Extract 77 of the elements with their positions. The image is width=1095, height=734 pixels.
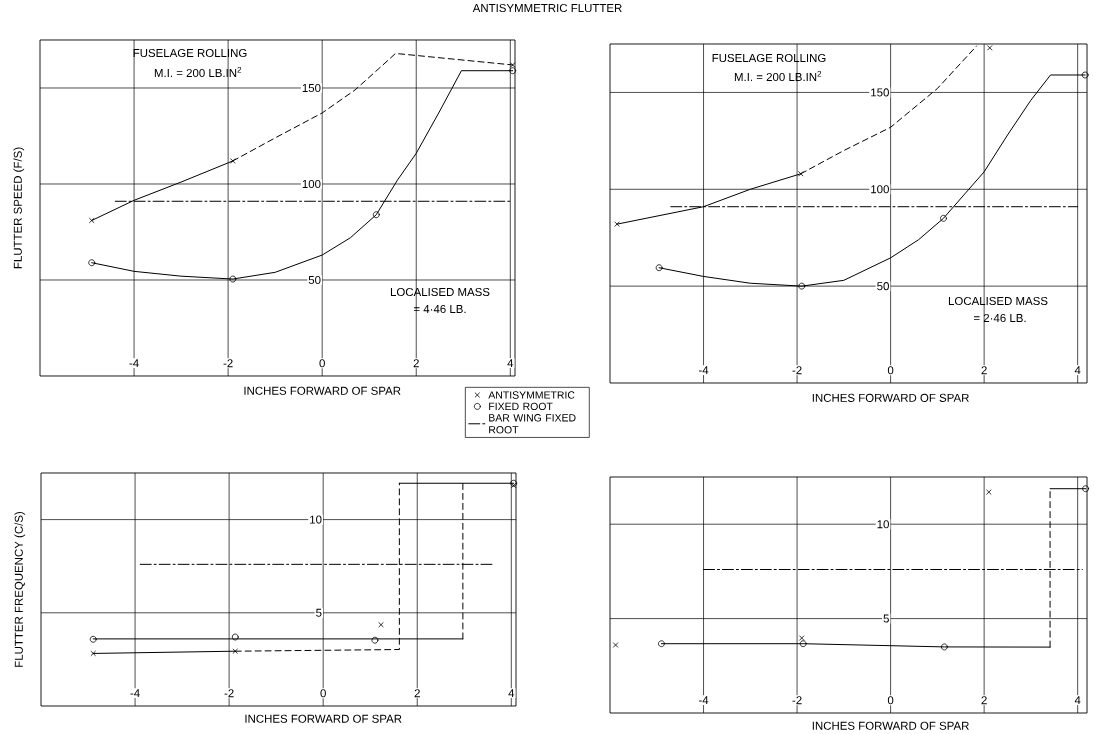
x-tick-label: 2 [981,696,987,705]
y-tick-label: 50 [877,282,889,291]
legend-label: ANTISYMMETRIC [488,391,575,399]
point [614,221,620,227]
x-axis-title: INCHES FORWARD OF SPAR [812,393,969,402]
point [655,264,663,272]
x-tick-label: -4 [698,696,709,705]
point [509,67,517,75]
point [510,479,518,487]
x-tick-label: 2 [413,359,419,368]
y-tick-label: 10 [310,515,322,524]
x-tick-label: -2 [792,366,802,375]
y-axis-title: FLUTTER FREQUENCY (C/S) [14,511,26,667]
x-tick-label: -2 [792,696,802,705]
x-tick-label: 4 [507,359,514,368]
point [371,636,379,644]
y-tick-label: 100 [871,185,889,194]
y-tick-label: 5 [883,614,889,623]
point [89,217,95,223]
point [798,282,806,290]
text: ANTISYMMETRIC FLUTTER [472,3,622,13]
annotation: = 4·46 LB. [413,304,466,314]
point [613,642,619,648]
y-tick-label: 100 [302,179,321,189]
annotation: = 2·46 LB. [973,313,1026,323]
x-tick-label: 4 [1074,696,1081,705]
x-axis-title: INCHES FORWARD OF SPAR [244,386,401,395]
x-tick-label: -2 [224,689,234,698]
point [378,622,384,628]
annotation: LOCALISED MASS [390,287,490,297]
y-tick-label: 10 [877,520,889,529]
x-tick-label: 2 [414,689,420,698]
point [231,633,239,641]
y-tick-label: 150 [871,88,889,97]
point [90,650,96,656]
point [229,275,237,283]
x-tick-label: 2 [981,366,987,375]
y-tick-label: 150 [302,83,321,93]
point [1081,71,1089,79]
point [510,62,516,68]
point [940,643,948,651]
x-tick-label: 0 [320,689,326,698]
x-tick-label: 0 [319,359,325,368]
x-tick-label: 0 [887,366,894,375]
point [799,640,807,648]
x-tick-label: 4 [1074,366,1081,375]
annotation: M.I. = 200 LB.IN$^{2}$ [154,66,242,77]
x-tick-label: -4 [130,689,140,698]
annotation: LOCALISED MASS [948,296,1048,306]
point [986,489,992,495]
point [89,635,97,643]
x-tick-label: 4 [508,689,515,698]
point [372,211,380,219]
point [230,158,236,164]
x-axis-title: INCHES FORWARD OF SPAR [812,721,969,730]
x-tick-label: -2 [223,359,233,368]
legend-label: FIXED ROOT [489,402,553,411]
point [940,214,947,222]
y-tick-label: 5 [316,608,322,617]
point [987,45,993,51]
point [511,482,517,488]
x-tick-label: -4 [129,359,139,368]
point [798,171,804,177]
annotation: M.I. = 200 LB.IN$^{2}$ [734,70,822,82]
annotation: FUSELAGE ROLLING [712,53,826,63]
point [658,640,665,648]
legend-label: BAR WING FIXED ROOT [489,414,576,434]
point [1082,485,1090,493]
x-tick-label: -4 [698,366,709,375]
point [232,648,238,654]
x-axis-title: INCHES FORWARD OF SPAR [245,714,402,723]
point [799,635,805,641]
point [88,259,96,267]
y-tick-label: 50 [308,275,321,285]
x-tick-label: 0 [887,696,894,705]
annotation: FUSELAGE ROLLING [133,48,247,58]
y-axis-title: FLUTTER SPEED (F/S) [13,147,25,269]
